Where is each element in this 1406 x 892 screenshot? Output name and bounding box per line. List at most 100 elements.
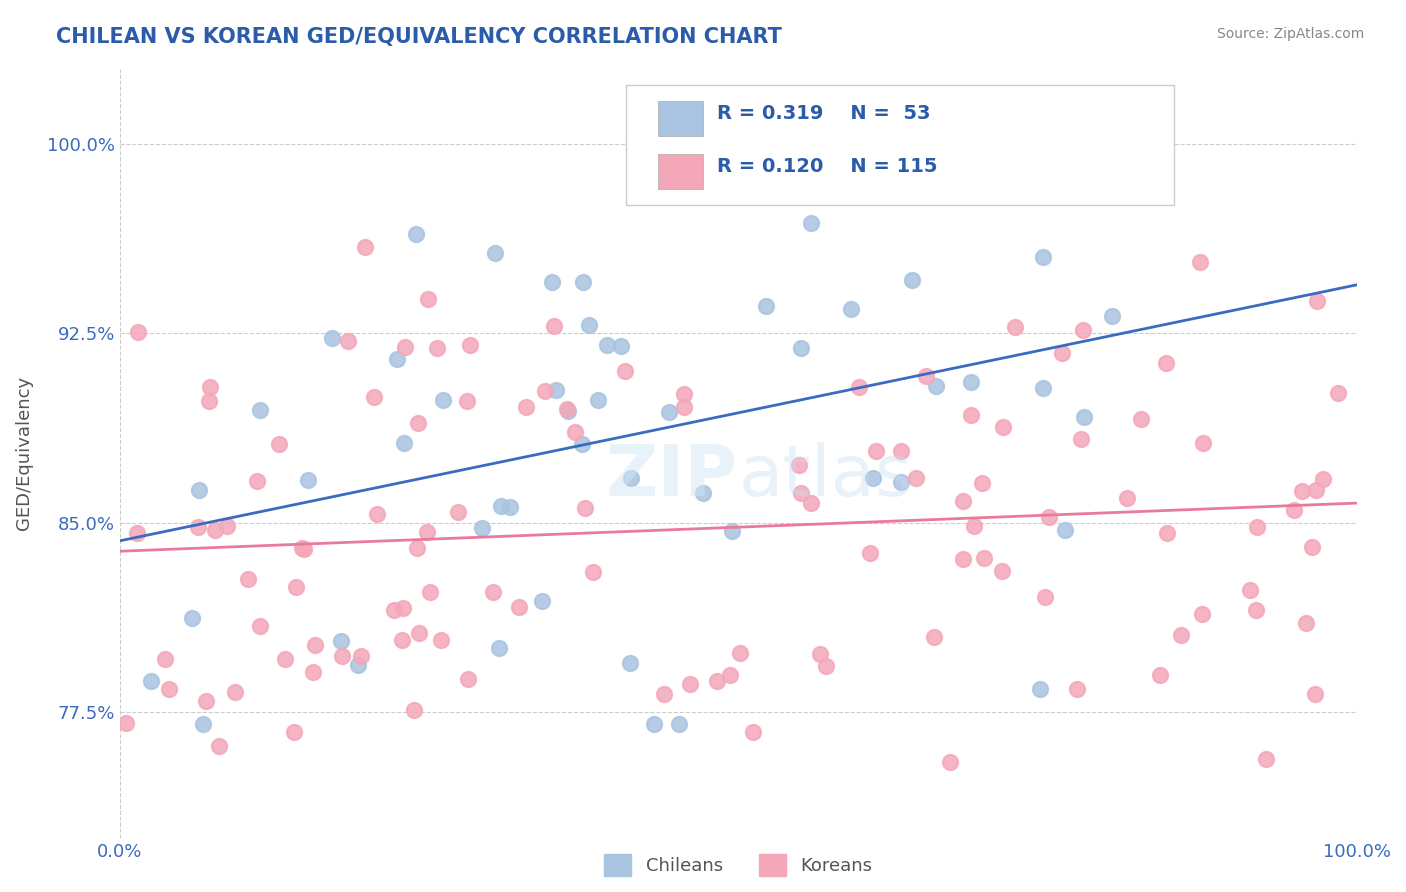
Point xyxy=(815,658,838,673)
Point xyxy=(1070,432,1092,446)
Point xyxy=(283,724,305,739)
Point xyxy=(1291,484,1313,499)
Point xyxy=(204,524,226,538)
Point xyxy=(482,585,505,599)
Point xyxy=(127,325,149,339)
Point xyxy=(925,379,948,393)
Point xyxy=(1312,472,1334,486)
Point xyxy=(385,352,408,367)
Point xyxy=(531,594,554,608)
Point xyxy=(1029,682,1052,697)
Point xyxy=(198,380,221,394)
Point xyxy=(426,341,449,355)
Point xyxy=(347,658,370,673)
Point xyxy=(1004,319,1026,334)
Point xyxy=(208,739,231,754)
Point xyxy=(419,585,441,599)
Point xyxy=(679,677,702,691)
Point xyxy=(402,702,425,716)
Point xyxy=(1301,540,1323,554)
Text: ZIP: ZIP xyxy=(606,442,738,511)
Point xyxy=(620,470,643,484)
Text: atlas: atlas xyxy=(738,442,912,511)
Point xyxy=(872,160,894,174)
Point xyxy=(668,717,690,731)
Point xyxy=(508,599,530,614)
Point xyxy=(195,694,218,708)
Point xyxy=(904,471,927,485)
Point xyxy=(394,435,416,450)
Point xyxy=(789,341,811,355)
Point xyxy=(1129,412,1152,426)
Point xyxy=(755,299,778,313)
Point xyxy=(571,275,593,289)
Point xyxy=(484,245,506,260)
Point xyxy=(491,499,513,513)
Point xyxy=(157,682,180,697)
Y-axis label: GED/Equivalency: GED/Equivalency xyxy=(15,376,32,531)
Point xyxy=(471,521,494,535)
Point xyxy=(1149,667,1171,681)
Point xyxy=(1239,582,1261,597)
Point xyxy=(543,318,565,333)
Point xyxy=(1115,491,1137,505)
Point xyxy=(741,725,763,739)
Point xyxy=(586,392,609,407)
Point xyxy=(582,565,605,579)
Point xyxy=(1073,322,1095,336)
Point xyxy=(790,486,813,500)
Point xyxy=(297,473,319,487)
Point xyxy=(330,634,353,648)
Point xyxy=(610,339,633,353)
Point xyxy=(446,505,468,519)
Point xyxy=(778,125,800,139)
Point xyxy=(291,541,314,555)
Point xyxy=(571,437,593,451)
Point xyxy=(336,334,359,348)
Point xyxy=(1033,590,1056,604)
Point xyxy=(960,376,983,390)
Point xyxy=(952,493,974,508)
Point xyxy=(405,227,427,241)
Point xyxy=(808,647,831,661)
Point xyxy=(236,572,259,586)
Point xyxy=(555,401,578,416)
Point xyxy=(890,443,912,458)
Point xyxy=(1154,356,1177,370)
Point xyxy=(658,405,681,419)
Point xyxy=(574,501,596,516)
Point xyxy=(1052,346,1074,360)
Point xyxy=(848,380,870,394)
Point xyxy=(922,631,945,645)
Point xyxy=(890,475,912,490)
Point xyxy=(1192,436,1215,450)
Legend: Chileans, Koreans: Chileans, Koreans xyxy=(598,847,880,883)
Point xyxy=(301,665,323,680)
Point xyxy=(800,496,823,510)
Point xyxy=(973,550,995,565)
Point xyxy=(578,318,600,332)
Point xyxy=(1303,687,1326,701)
Point xyxy=(800,216,823,230)
Point xyxy=(292,541,315,556)
Point xyxy=(915,369,938,384)
Point xyxy=(1032,251,1054,265)
Point xyxy=(366,507,388,521)
Point xyxy=(432,393,454,408)
Point xyxy=(187,483,209,497)
Point xyxy=(862,471,884,485)
Point xyxy=(1295,616,1317,631)
Point xyxy=(1032,381,1054,395)
Point xyxy=(115,715,138,730)
Point xyxy=(1305,483,1327,498)
Point xyxy=(706,673,728,688)
Point xyxy=(350,649,373,664)
Point xyxy=(354,240,377,254)
Point xyxy=(1170,628,1192,642)
Point xyxy=(191,717,214,731)
Point xyxy=(125,526,148,541)
Point xyxy=(959,408,981,422)
Point xyxy=(540,275,562,289)
Point xyxy=(643,717,665,731)
Point xyxy=(515,401,537,415)
